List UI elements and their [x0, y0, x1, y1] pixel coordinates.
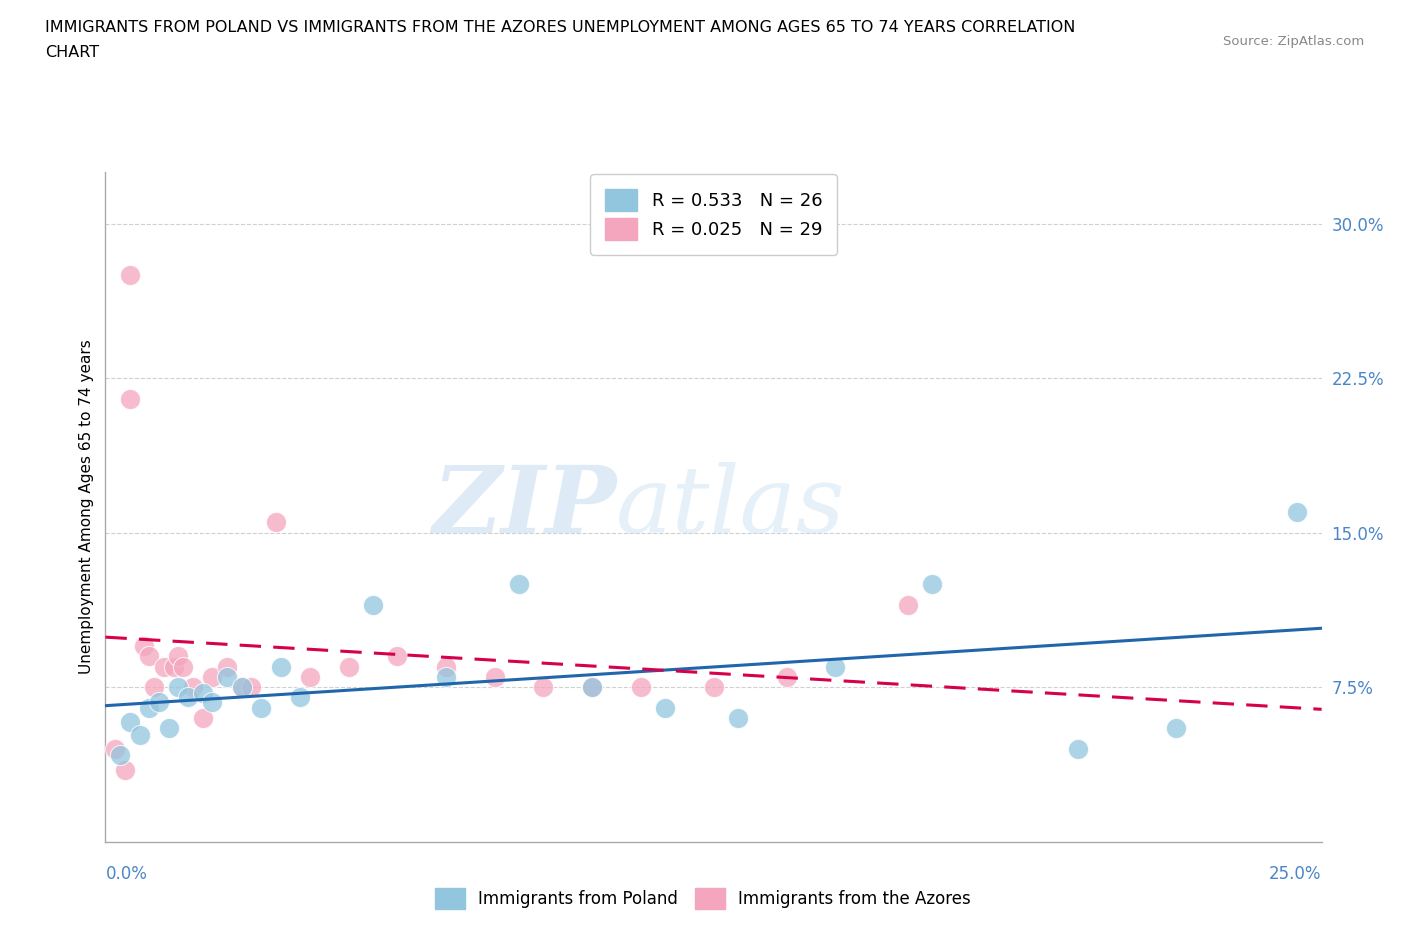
- Text: ZIP: ZIP: [432, 462, 616, 551]
- Legend: Immigrants from Poland, Immigrants from the Azores: Immigrants from Poland, Immigrants from …: [426, 880, 980, 917]
- Point: [167, 680, 190, 695]
- Point: [387, 649, 409, 664]
- Y-axis label: Unemployment Among Ages 65 to 74 years: Unemployment Among Ages 65 to 74 years: [79, 339, 94, 674]
- Point: [240, 680, 263, 695]
- Point: [775, 670, 797, 684]
- Text: atlas: atlas: [616, 462, 846, 551]
- Point: [361, 597, 384, 612]
- Point: [138, 649, 160, 664]
- Point: [104, 741, 127, 756]
- Point: [581, 680, 603, 695]
- Text: 25.0%: 25.0%: [1270, 865, 1322, 884]
- Point: [484, 670, 506, 684]
- Point: [172, 659, 194, 674]
- Point: [177, 690, 200, 705]
- Text: Source: ZipAtlas.com: Source: ZipAtlas.com: [1223, 35, 1364, 48]
- Point: [1286, 505, 1309, 520]
- Point: [181, 680, 204, 695]
- Point: [337, 659, 360, 674]
- Point: [201, 670, 224, 684]
- Point: [508, 577, 530, 591]
- Point: [143, 680, 166, 695]
- Point: [118, 268, 141, 283]
- Point: [118, 392, 141, 406]
- Point: [654, 700, 676, 715]
- Point: [114, 762, 136, 777]
- Point: [298, 670, 321, 684]
- Point: [581, 680, 603, 695]
- Text: 0.0%: 0.0%: [105, 865, 148, 884]
- Point: [824, 659, 846, 674]
- Point: [702, 680, 725, 695]
- Point: [108, 748, 131, 763]
- Point: [128, 727, 150, 742]
- Point: [531, 680, 554, 695]
- Point: [1067, 741, 1090, 756]
- Point: [921, 577, 943, 591]
- Point: [191, 685, 214, 700]
- Point: [250, 700, 273, 715]
- Point: [167, 649, 190, 664]
- Point: [231, 680, 253, 695]
- Point: [217, 670, 239, 684]
- Point: [270, 659, 292, 674]
- Legend: R = 0.533   N = 26, R = 0.025   N = 29: R = 0.533 N = 26, R = 0.025 N = 29: [591, 175, 837, 255]
- Point: [288, 690, 311, 705]
- Text: CHART: CHART: [45, 45, 98, 60]
- Point: [897, 597, 920, 612]
- Point: [148, 694, 170, 709]
- Point: [162, 659, 184, 674]
- Point: [153, 659, 176, 674]
- Point: [231, 680, 253, 695]
- Text: IMMIGRANTS FROM POLAND VS IMMIGRANTS FROM THE AZORES UNEMPLOYMENT AMONG AGES 65 : IMMIGRANTS FROM POLAND VS IMMIGRANTS FRO…: [45, 20, 1076, 35]
- Point: [217, 659, 239, 674]
- Point: [1164, 721, 1187, 736]
- Point: [434, 670, 457, 684]
- Point: [157, 721, 180, 736]
- Point: [191, 711, 214, 725]
- Point: [434, 659, 457, 674]
- Point: [201, 694, 224, 709]
- Point: [630, 680, 652, 695]
- Point: [134, 639, 156, 654]
- Point: [264, 515, 287, 530]
- Point: [118, 715, 141, 730]
- Point: [727, 711, 749, 725]
- Point: [138, 700, 160, 715]
